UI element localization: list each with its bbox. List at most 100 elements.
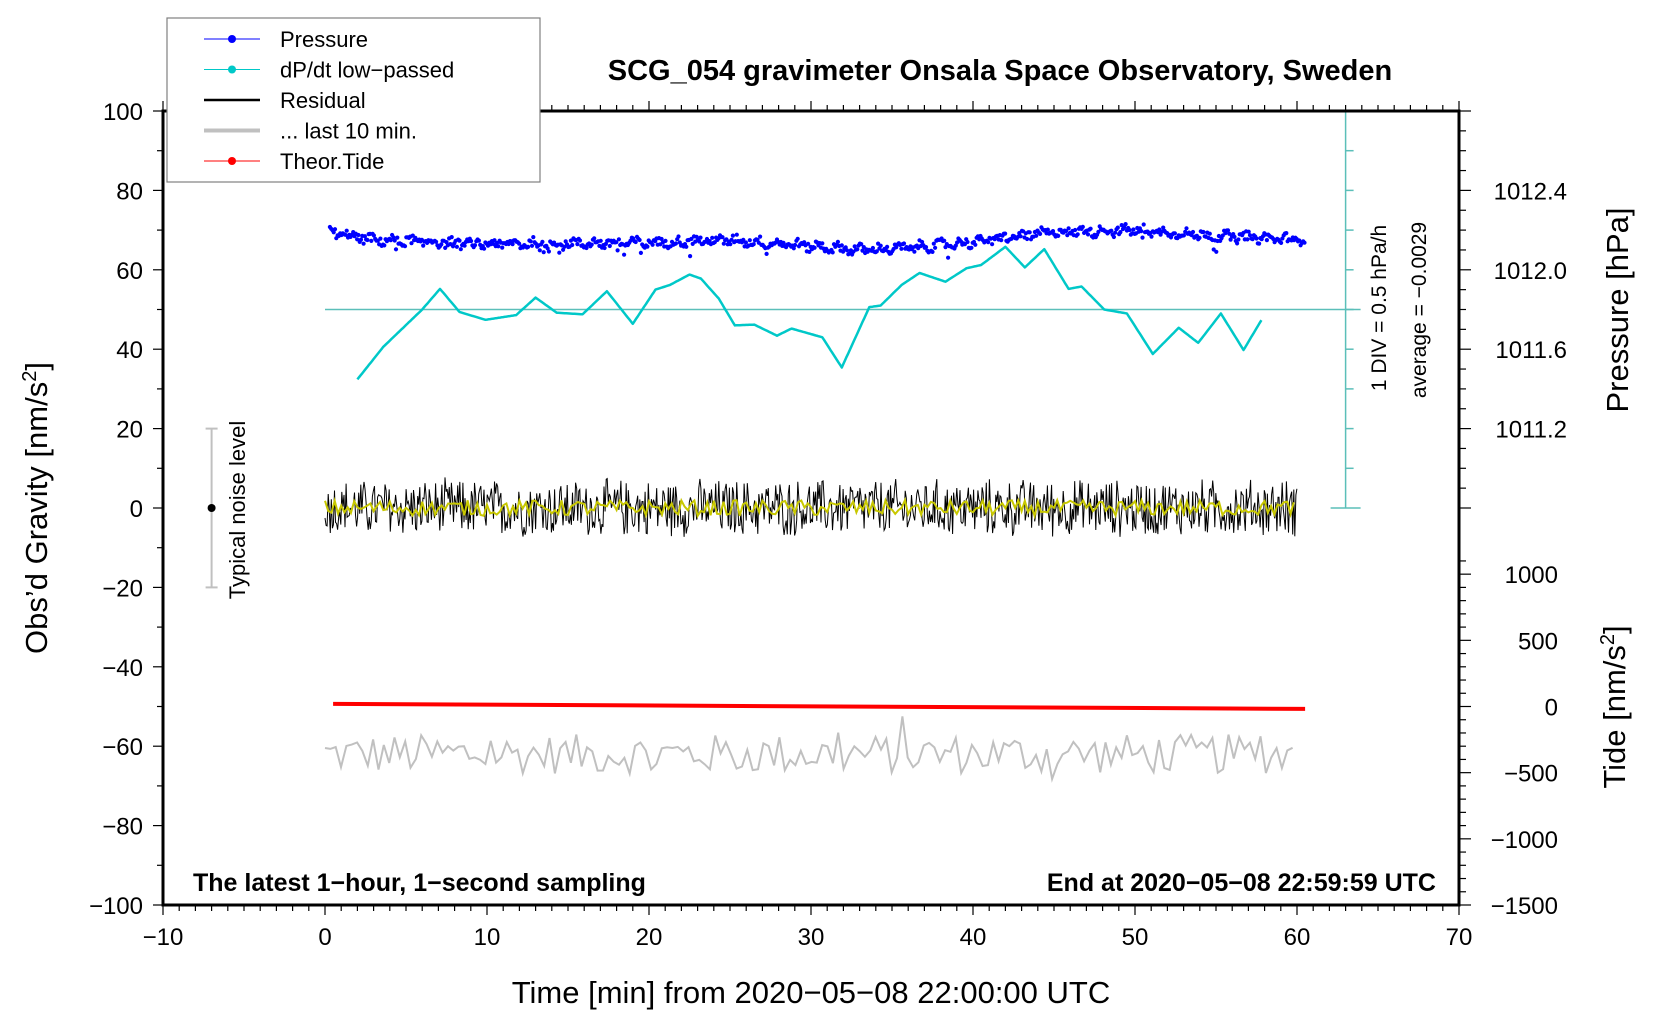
pressure-point: [1235, 241, 1240, 246]
pressure-point: [1131, 227, 1136, 232]
pressure-point: [546, 249, 552, 254]
pressure-point: [923, 245, 929, 250]
pressure-point: [369, 238, 374, 243]
pressure-point: [528, 239, 533, 244]
pressure-point: [1073, 227, 1078, 233]
x-tick-label: −10: [143, 924, 184, 951]
pressure-point: [684, 244, 689, 249]
pressure-point: [942, 238, 947, 243]
y-axis-label-sup: 2: [19, 371, 41, 382]
tide-tick-label: −1000: [1491, 827, 1558, 854]
pressure-point: [901, 241, 907, 246]
pressure-point: [633, 239, 638, 245]
pressure-point: [378, 236, 383, 241]
pressure-point: [355, 237, 360, 242]
pressure-point: [557, 250, 562, 255]
pressure-point: [791, 246, 796, 251]
pressure-point: [598, 238, 603, 243]
y-tick-label: −40: [102, 655, 143, 682]
pressure-point: [645, 244, 650, 249]
pressure-point: [758, 234, 763, 239]
tide-series: [333, 701, 1306, 711]
tide-tick-label: 500: [1518, 628, 1558, 655]
pressure-point: [720, 235, 725, 240]
pressure-point: [1140, 235, 1145, 240]
pressure-point: [402, 244, 408, 249]
pressure-point: [500, 245, 505, 250]
pressure-point: [1127, 227, 1132, 233]
pressure-point: [839, 243, 844, 248]
pressure-point: [371, 233, 376, 238]
pressure-point: [1123, 222, 1128, 227]
pressure-point: [575, 242, 580, 247]
x-tick-label: 20: [636, 924, 663, 951]
pressure-point: [795, 236, 800, 241]
x-tick-label: 50: [1122, 924, 1149, 951]
y-tick-label: 0: [130, 496, 143, 523]
pressure-point: [439, 242, 444, 247]
pressure-point: [689, 236, 694, 241]
pressure-point: [852, 244, 857, 249]
pressure-point: [615, 248, 620, 253]
y-tick-label: 100: [103, 99, 143, 126]
legend: Pressure dP/dt low−passed Residual ... last…: [166, 17, 541, 183]
pressure-point: [1279, 240, 1284, 245]
pressure-point: [986, 240, 991, 245]
pressure-point: [1181, 233, 1186, 238]
pressure-point: [510, 242, 515, 247]
pressure-point: [1075, 232, 1080, 237]
pressure-point: [710, 235, 715, 240]
pressure-point: [930, 249, 935, 254]
pressure-point: [673, 241, 679, 246]
pressure-point: [1085, 232, 1091, 237]
pressure-point: [973, 242, 978, 247]
pressure-point: [1118, 230, 1123, 235]
tide-tick-label: 1000: [1505, 562, 1558, 589]
pressure-point: [462, 243, 467, 248]
legend-swatch-dot: [228, 65, 236, 74]
y-tick-label: −20: [102, 575, 143, 602]
legend-label: Theor.Tide: [280, 149, 384, 174]
pressure-point: [1214, 249, 1219, 254]
y-tick-label: −80: [102, 814, 143, 841]
pressure-point: [332, 227, 338, 232]
pressure-point: [650, 242, 655, 247]
pressure-point: [1257, 241, 1262, 246]
residual-smoothed-series: [324, 496, 1295, 520]
pressure-point: [469, 238, 474, 244]
pressure-point: [1038, 231, 1043, 236]
x-tick-label: 30: [798, 924, 825, 951]
pressure-point: [458, 247, 463, 252]
pressure-point: [1109, 228, 1114, 233]
data-series: [205, 110, 1361, 783]
pressure-point: [382, 243, 387, 248]
x-tick-label: 0: [318, 924, 331, 951]
pressure-point: [1139, 229, 1144, 234]
dpdt-series: [356, 245, 1263, 381]
pressure-point: [457, 238, 462, 243]
plot-frame: [161, 109, 1461, 907]
tide-tick-label: −1500: [1491, 893, 1558, 920]
pressure-point: [931, 241, 936, 246]
pressure-point: [1246, 229, 1251, 234]
pressure-point: [1050, 229, 1056, 234]
pressure-point: [1189, 233, 1194, 238]
pressure-point: [343, 232, 348, 237]
pressure-point: [589, 242, 594, 247]
pressure-point: [449, 235, 454, 240]
pressure-point: [1063, 229, 1069, 234]
pressure-point: [1247, 233, 1253, 238]
div-scale-annotation: 1 DIV = 0.5 hPa/h: [1368, 225, 1391, 391]
pressure-point: [874, 249, 879, 254]
y-tick-label: −60: [102, 734, 143, 761]
pressure-point: [1122, 225, 1127, 230]
x-tick-label: 10: [474, 924, 501, 951]
tide-tick-label: −500: [1504, 761, 1558, 788]
pressure-point: [1264, 238, 1269, 243]
pressure-point: [855, 247, 860, 252]
pressure-point: [697, 239, 702, 244]
pressure-point: [806, 241, 811, 246]
pressure-point: [751, 242, 756, 247]
pressure-point: [899, 246, 904, 251]
